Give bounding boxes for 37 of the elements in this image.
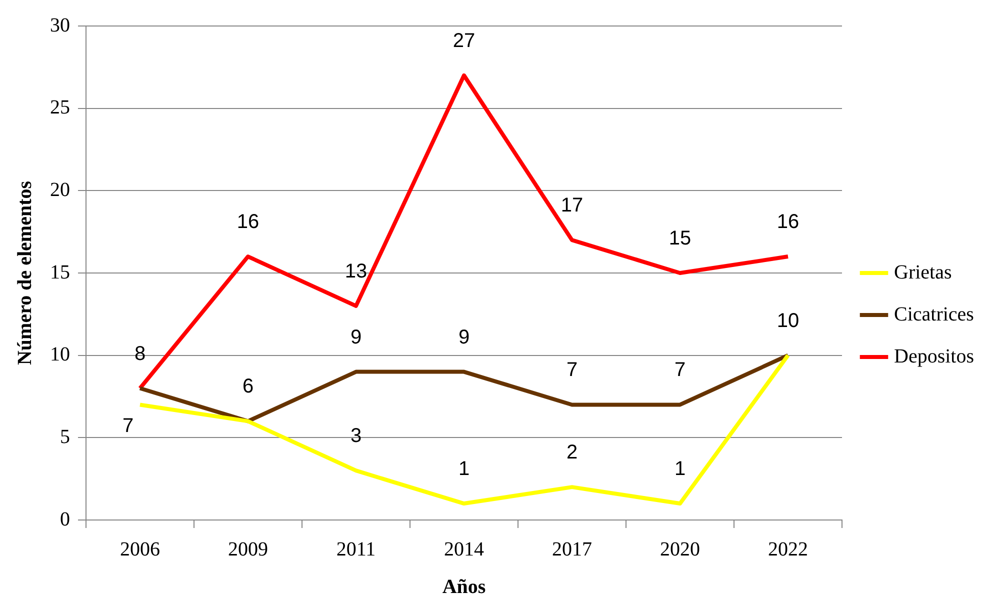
legend-label: Depositos: [894, 345, 974, 368]
data-label: 2: [566, 442, 578, 464]
x-tick-label: 2006: [120, 538, 160, 560]
data-label: 9: [458, 326, 470, 348]
y-axis-title: Número de elementos: [14, 180, 36, 366]
data-label: 3: [350, 425, 362, 448]
x-tick-label: 2022: [768, 538, 808, 560]
y-tick-label: 10: [50, 344, 70, 366]
data-label: 17: [560, 194, 584, 217]
y-tick-label: 20: [50, 178, 70, 201]
x-axis-title: Años: [442, 576, 486, 598]
data-label: 6: [242, 376, 254, 398]
y-tick-label: 5: [60, 426, 70, 448]
x-tick-label: 2020: [660, 538, 700, 560]
x-tick-label: 2011: [336, 538, 376, 560]
data-label: 7: [122, 415, 134, 438]
legend-label: Cicatrices: [894, 303, 974, 326]
y-tick-label: 0: [60, 508, 70, 530]
data-label: 7: [674, 359, 686, 382]
x-tick-label: 2014: [444, 538, 484, 560]
y-tick-label: 30: [50, 14, 70, 36]
data-label: 7: [566, 359, 578, 382]
data-label: 8: [134, 342, 146, 365]
data-label: 1: [458, 458, 470, 480]
data-label: 10: [776, 310, 800, 332]
data-label: 15: [668, 228, 692, 250]
data-label: 1: [674, 458, 686, 480]
data-label: 13: [344, 260, 368, 282]
x-tick-label: 2017: [552, 538, 592, 560]
legend-label: Grietas: [894, 261, 952, 284]
data-label: 9: [350, 326, 362, 348]
y-tick-label: 25: [50, 96, 70, 119]
data-label: 16: [776, 211, 800, 234]
data-label: 27: [452, 30, 476, 52]
y-tick-label: 15: [50, 261, 70, 284]
data-label: 16: [236, 211, 260, 234]
x-tick-label: 2009: [228, 538, 268, 560]
